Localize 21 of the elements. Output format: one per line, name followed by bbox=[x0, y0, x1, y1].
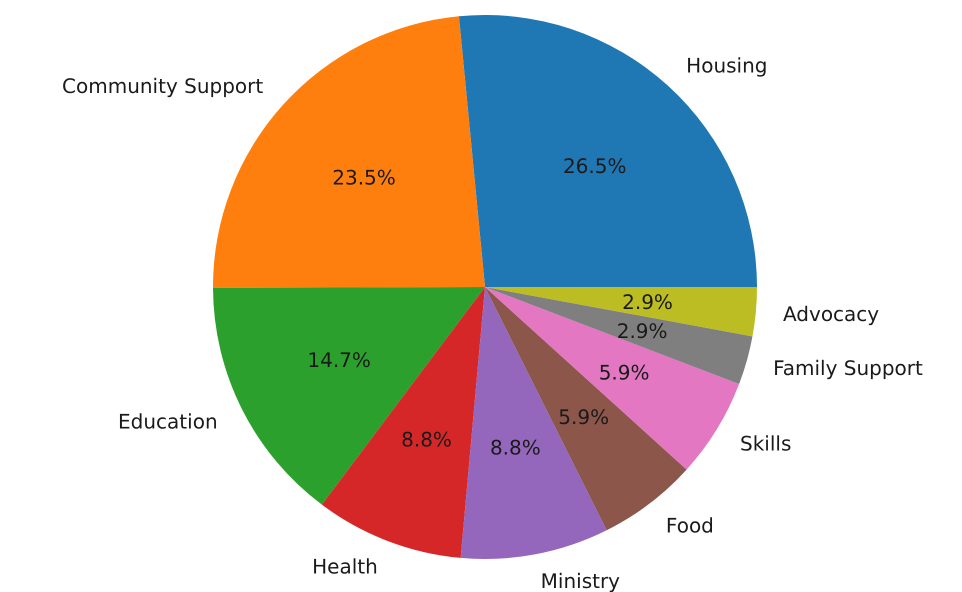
data-label: 14.7% bbox=[307, 348, 371, 372]
data-label: 2.9% bbox=[616, 319, 668, 344]
slice-label: Ministry bbox=[540, 568, 620, 592]
data-label: 2.9% bbox=[622, 290, 673, 314]
pie-slice bbox=[485, 287, 752, 384]
pie-slice bbox=[485, 287, 757, 336]
data-label: 8.8% bbox=[490, 435, 541, 460]
data-label: 5.9% bbox=[558, 404, 610, 429]
data-label: 26.5% bbox=[562, 154, 627, 178]
slice-label: Family Support bbox=[773, 356, 924, 380]
slice-label: Education bbox=[118, 409, 218, 434]
slice-label: Housing bbox=[686, 54, 768, 78]
data-label: 5.9% bbox=[598, 360, 650, 384]
slice-label: Skills bbox=[740, 431, 792, 456]
slice-label: Advocacy bbox=[782, 302, 880, 326]
slice-label: Community Support bbox=[62, 74, 264, 98]
data-label: 23.5% bbox=[332, 165, 396, 190]
pie-slice bbox=[485, 287, 740, 470]
slice-label: Health bbox=[312, 554, 378, 578]
data-label: 8.8% bbox=[401, 427, 452, 452]
slice-label: Food bbox=[666, 513, 714, 538]
